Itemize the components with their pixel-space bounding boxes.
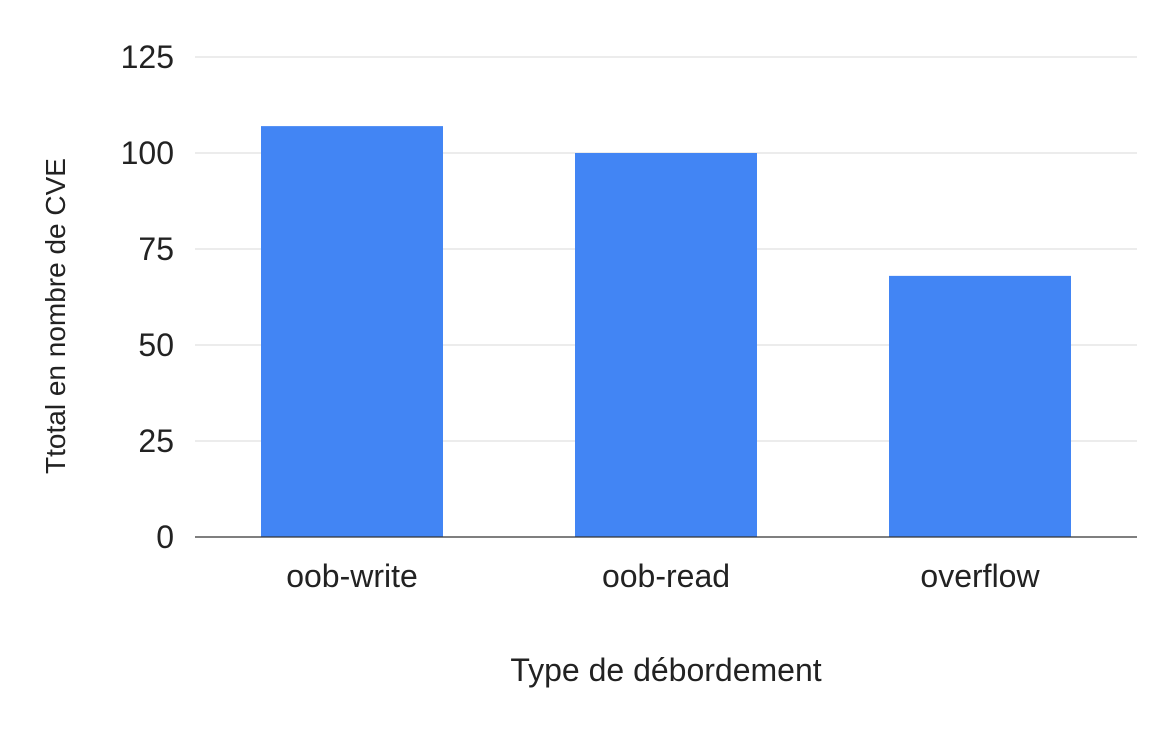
bar-oob-write: [261, 126, 443, 538]
y-tick-labels: 0 25 50 75 100 125: [121, 39, 174, 555]
x-axis-title: Type de débordement: [510, 652, 821, 688]
bar-overflow: [889, 275, 1071, 537]
y-tick-label-4: 100: [121, 135, 174, 171]
x-tick-label-oob-write: oob-write: [286, 558, 418, 594]
bars: [261, 126, 1071, 538]
y-tick-label-5: 125: [121, 39, 174, 75]
y-tick-label-2: 50: [138, 327, 174, 363]
bar-oob-read: [575, 153, 757, 537]
x-tick-label-oob-read: oob-read: [602, 558, 730, 594]
x-tick-label-overflow: overflow: [920, 558, 1040, 594]
x-tick-labels: oob-write oob-read overflow: [286, 558, 1040, 594]
y-tick-label-1: 25: [138, 423, 174, 459]
y-axis-title: Ttotal en nombre de CVE: [40, 158, 71, 474]
y-tick-label-0: 0: [156, 519, 174, 555]
y-tick-label-3: 75: [138, 231, 174, 267]
